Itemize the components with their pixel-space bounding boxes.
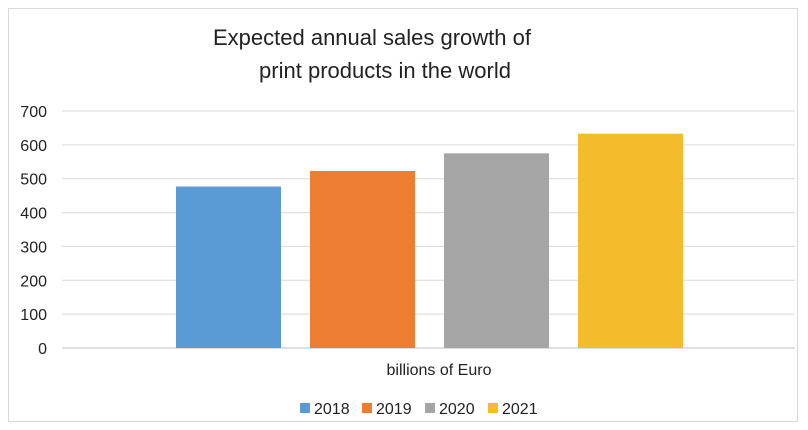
bars (176, 133, 683, 348)
legend-label-2021: 2021 (502, 401, 538, 418)
chart-title-line-2: print products in the world (259, 58, 511, 83)
legend-swatch-2021 (488, 403, 498, 413)
legend: 2018 2019 2020 2021 (300, 401, 538, 418)
legend-swatch-2020 (425, 403, 435, 413)
x-category-label: billions of Euro (387, 362, 492, 379)
legend-label-2019: 2019 (376, 401, 412, 418)
bar-2018 (176, 186, 281, 348)
bar-2020 (444, 153, 549, 348)
y-tick-label: 400 (20, 206, 47, 223)
y-tick-label: 600 (20, 138, 47, 155)
chart-title-line-1: Expected annual sales growth of (213, 25, 532, 50)
y-tick-label: 100 (20, 307, 47, 324)
bar-2019 (310, 170, 415, 348)
y-tick-label: 0 (38, 341, 47, 358)
y-tick-label: 500 (20, 172, 47, 189)
y-tick-label: 700 (20, 104, 47, 121)
y-axis-ticks: 0 100 200 300 400 500 600 700 (20, 104, 47, 358)
legend-swatch-2019 (362, 403, 372, 413)
legend-swatch-2018 (300, 403, 310, 413)
y-tick-label: 300 (20, 239, 47, 256)
y-tick-label: 200 (20, 273, 47, 290)
legend-label-2020: 2020 (439, 401, 475, 418)
legend-label-2018: 2018 (314, 401, 350, 418)
gridlines (62, 110, 795, 349)
bar-2021 (578, 133, 683, 348)
chart-title: Expected annual sales growth of print pr… (213, 25, 532, 83)
